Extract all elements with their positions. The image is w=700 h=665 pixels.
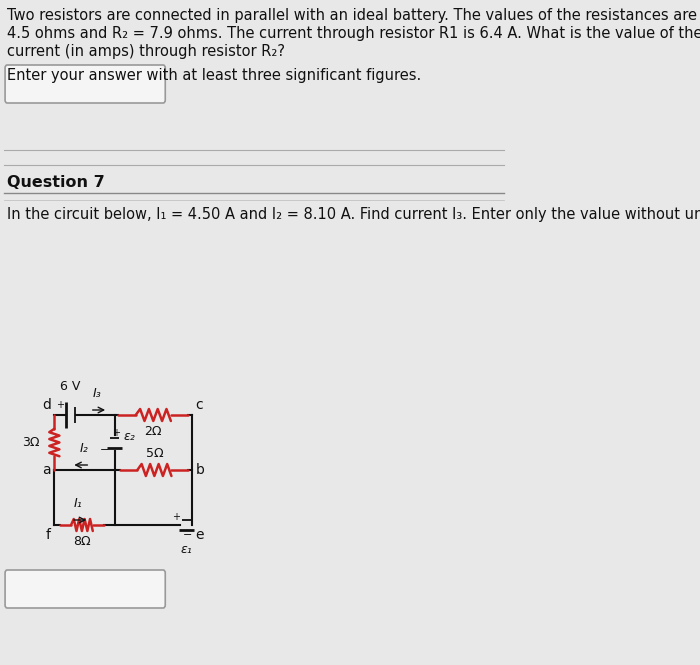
Text: I₂: I₂ bbox=[80, 442, 89, 455]
Text: +: + bbox=[112, 428, 120, 438]
Text: I₁: I₁ bbox=[74, 497, 83, 510]
Text: 5Ω: 5Ω bbox=[146, 447, 163, 460]
Text: ε₂: ε₂ bbox=[123, 430, 135, 443]
Text: +: + bbox=[172, 512, 180, 522]
Text: a: a bbox=[42, 463, 50, 477]
Text: d: d bbox=[42, 398, 50, 412]
Text: Question 7: Question 7 bbox=[7, 175, 105, 190]
Text: e: e bbox=[196, 528, 204, 542]
Text: c: c bbox=[196, 398, 203, 412]
Text: 3Ω: 3Ω bbox=[22, 436, 40, 449]
FancyBboxPatch shape bbox=[5, 65, 165, 103]
Text: f: f bbox=[46, 528, 50, 542]
Text: +: + bbox=[56, 400, 64, 410]
Text: 6 V: 6 V bbox=[60, 380, 80, 393]
Text: current (in amps) through resistor R₂?: current (in amps) through resistor R₂? bbox=[7, 44, 285, 59]
Text: ε₁: ε₁ bbox=[181, 543, 192, 556]
Text: −: − bbox=[99, 446, 109, 456]
Text: 4.5 ohms and R₂ = 7.9 ohms. The current through resistor R1 is 6.4 A. What is th: 4.5 ohms and R₂ = 7.9 ohms. The current … bbox=[7, 26, 700, 41]
Text: b: b bbox=[196, 463, 204, 477]
Text: In the circuit below, I₁ = 4.50 A and I₂ = 8.10 A. Find current I₃. Enter only t: In the circuit below, I₁ = 4.50 A and I₂… bbox=[7, 207, 700, 222]
FancyBboxPatch shape bbox=[5, 570, 165, 608]
Text: 2Ω: 2Ω bbox=[144, 425, 162, 438]
Text: Two resistors are connected in parallel with an ideal battery. The values of the: Two resistors are connected in parallel … bbox=[7, 8, 700, 23]
Text: −: − bbox=[183, 530, 193, 540]
Text: I₃: I₃ bbox=[93, 387, 102, 400]
Text: 8Ω: 8Ω bbox=[73, 535, 91, 548]
Text: Enter your answer with at least three significant figures.: Enter your answer with at least three si… bbox=[7, 68, 421, 83]
